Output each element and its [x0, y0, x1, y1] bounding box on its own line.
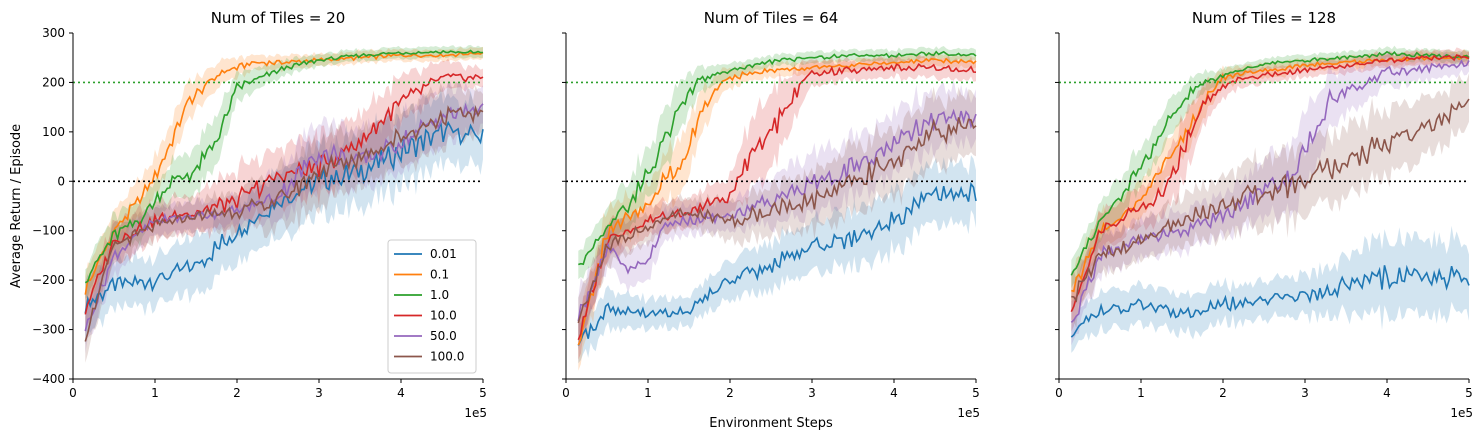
- x-tick-label: 1: [151, 386, 159, 400]
- series-line-10.0: [577, 62, 977, 341]
- series-line-100.0: [84, 104, 484, 342]
- chart-panel-2: Num of Tiles = 64 0 1 2 3 4 5 1e5 Environment St…: [562, 9, 980, 431]
- chart-panel-3: Num of Tiles = 128 0 1 2 3 4 5 1e5: [1055, 9, 1473, 420]
- series-band-0.01: [578, 155, 976, 364]
- series-band-50.0: [1071, 50, 1469, 346]
- series-band-1.0: [578, 46, 976, 280]
- legend-label: 10.0: [430, 309, 457, 323]
- y-axis-label: Average Return / Episode: [9, 124, 24, 288]
- series-line-0.1: [84, 51, 484, 295]
- x-tick-label: 1: [1137, 386, 1145, 400]
- y-tick-label: −200: [32, 273, 65, 287]
- legend-label: 50.0: [430, 329, 457, 343]
- y-tick-label: 0: [57, 174, 65, 188]
- series-band-10.0: [85, 58, 484, 334]
- series-line-100.0: [1071, 98, 1470, 303]
- series-band-100.0: [1071, 73, 1469, 328]
- y-tick-label: 300: [42, 26, 65, 40]
- series-line-0.01: [1070, 264, 1470, 338]
- series-line-0.01: [577, 182, 977, 346]
- series-band-0.01: [1071, 225, 1469, 353]
- series-line-100.0: [577, 117, 977, 324]
- series-line-0.1: [1071, 54, 1470, 293]
- panel-title: Num of Tiles = 20: [211, 9, 346, 27]
- x-tick-label: 2: [1219, 386, 1227, 400]
- x-tick-label: 4: [397, 386, 405, 400]
- y-tick-label: −300: [32, 323, 65, 337]
- y-tick-label: −400: [32, 372, 65, 386]
- series-band-0.1: [1071, 48, 1469, 311]
- series-line-50.0: [577, 108, 977, 322]
- legend-label: 0.1: [430, 268, 449, 282]
- legend: 0.01 0.1 1.0 10.0 50.0 100.0: [387, 239, 477, 374]
- series-band-50.0: [578, 79, 976, 346]
- x-tick-label: 1: [644, 386, 652, 400]
- series-line-50.0: [84, 102, 484, 332]
- panel-title: Num of Tiles = 64: [704, 9, 839, 27]
- x-tick-label: 2: [233, 386, 241, 400]
- series-band-1.0: [1071, 45, 1469, 288]
- x-axis-multiplier: 1e5: [464, 406, 487, 420]
- x-tick-label: 4: [1383, 386, 1391, 400]
- series-line-10.0: [1070, 54, 1470, 313]
- legend-label: 1.0: [430, 288, 449, 302]
- series-line-1.0: [578, 50, 977, 266]
- x-tick-label: 5: [479, 386, 487, 400]
- legend-label: 0.01: [430, 247, 457, 261]
- panel-title: Num of Tiles = 128: [1192, 9, 1336, 27]
- legend-label: 100.0: [430, 350, 464, 364]
- series-band-0.1: [578, 52, 976, 371]
- x-axis-multiplier: 1e5: [957, 406, 980, 420]
- x-tick-label: 5: [1465, 386, 1473, 400]
- chart-panel-1: Num of Tiles = 20 0 1 2 3 4 5 1e5 −400 −300 −200 −1…: [9, 9, 487, 420]
- series-band-10.0: [1071, 47, 1469, 332]
- series-line-1.0: [1070, 50, 1470, 276]
- series-line-1.0: [84, 49, 484, 284]
- y-tick-label: −100: [32, 224, 65, 238]
- x-tick-label: 0: [562, 386, 570, 400]
- series-line-0.01: [84, 120, 484, 314]
- x-axis-label: Environment Steps: [709, 416, 833, 431]
- y-tick-label: 200: [42, 75, 65, 89]
- series-band-0.1: [85, 46, 484, 312]
- x-tick-label: 2: [726, 386, 734, 400]
- series-line-0.1: [577, 57, 977, 346]
- x-tick-label: 3: [315, 386, 323, 400]
- legend-box: [387, 239, 477, 374]
- x-tick-label: 5: [972, 386, 980, 400]
- series-band-10.0: [578, 53, 976, 360]
- y-tick-label: 100: [42, 125, 65, 139]
- x-tick-label: 3: [808, 386, 816, 400]
- x-tick-label: 3: [1301, 386, 1309, 400]
- x-tick-label: 4: [890, 386, 898, 400]
- x-tick-label: 0: [1055, 386, 1063, 400]
- x-tick-label: 0: [69, 386, 77, 400]
- x-axis-multiplier: 1e5: [1450, 406, 1473, 420]
